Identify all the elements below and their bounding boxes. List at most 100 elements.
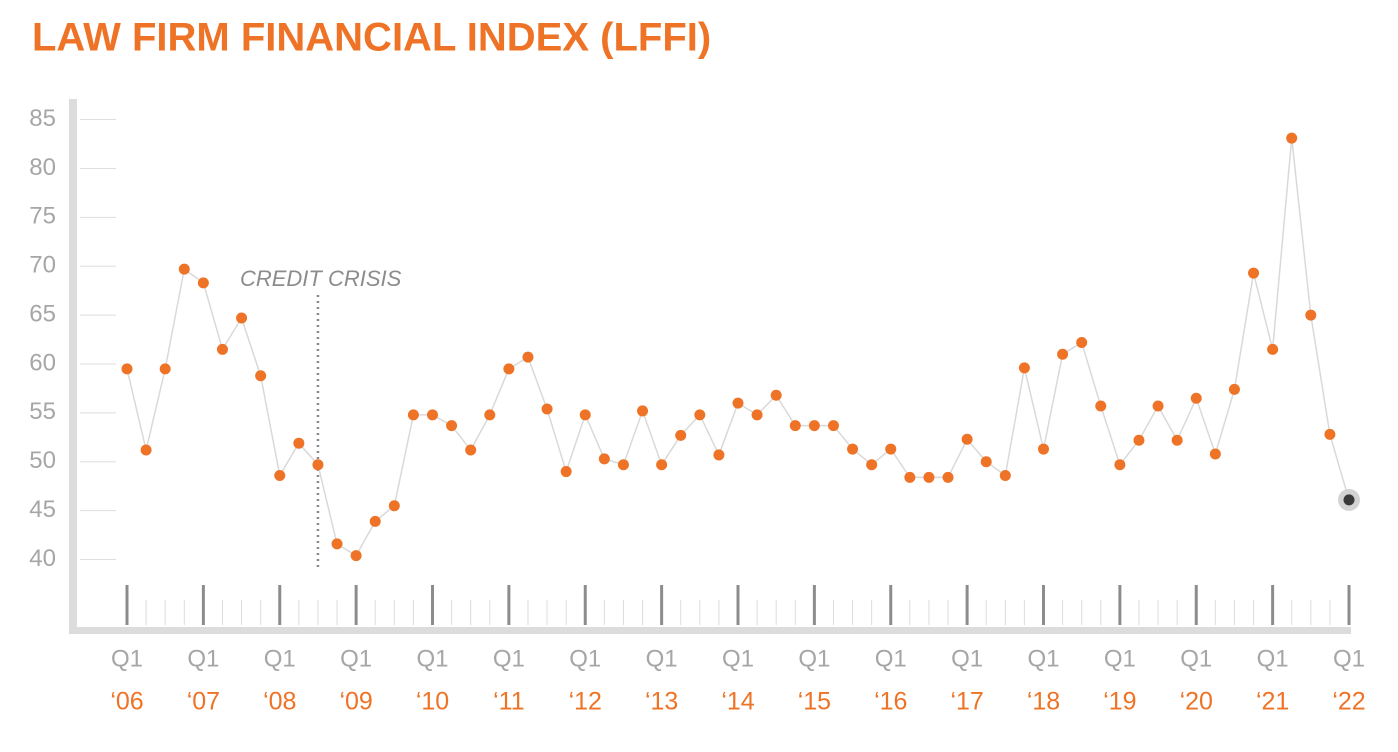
x-tick-label: Q1 bbox=[493, 645, 525, 672]
data-point bbox=[751, 409, 763, 421]
data-point bbox=[197, 277, 209, 289]
data-point bbox=[446, 420, 458, 432]
data-point bbox=[1228, 383, 1240, 395]
x-tick-label: Q1 bbox=[722, 645, 754, 672]
x-tick-year: ‘06 bbox=[110, 688, 143, 716]
x-tick-year: ‘22 bbox=[1332, 688, 1365, 716]
data-point bbox=[465, 444, 477, 456]
data-point bbox=[999, 469, 1011, 481]
data-point bbox=[827, 420, 839, 432]
data-point bbox=[331, 538, 343, 550]
y-tick-label: 45 bbox=[29, 496, 56, 523]
series-line bbox=[126, 138, 1350, 557]
x-tick-label: Q1 bbox=[1257, 645, 1289, 672]
x-tick-year: ‘07 bbox=[187, 688, 220, 716]
y-tick-label: 85 bbox=[29, 105, 56, 132]
x-tick-year: ‘13 bbox=[645, 688, 678, 716]
data-point bbox=[274, 469, 286, 481]
x-tick-year: ‘21 bbox=[1256, 688, 1289, 716]
data-point bbox=[980, 456, 992, 468]
data-point bbox=[770, 389, 782, 401]
x-tick-year: ‘11 bbox=[493, 688, 525, 716]
data-point bbox=[579, 409, 591, 421]
x-tick-label: Q1 bbox=[646, 645, 678, 672]
data-point bbox=[407, 409, 419, 421]
data-point bbox=[503, 363, 515, 375]
x-tick-label: Q1 bbox=[1027, 645, 1059, 672]
data-point bbox=[656, 459, 668, 471]
data-point bbox=[1076, 336, 1088, 348]
x-tick-label: Q1 bbox=[569, 645, 601, 672]
y-axis bbox=[69, 99, 77, 634]
x-tick-label: Q1 bbox=[1333, 645, 1365, 672]
data-point bbox=[541, 403, 553, 415]
x-tick-label: Q1 bbox=[798, 645, 830, 672]
data-point bbox=[159, 363, 171, 375]
annotation-text: CREDIT CRISIS bbox=[240, 266, 402, 291]
data-point bbox=[312, 459, 324, 471]
data-point bbox=[1209, 448, 1221, 460]
data-point bbox=[1133, 434, 1145, 446]
x-tick-year: ‘12 bbox=[569, 688, 602, 716]
data-point bbox=[866, 459, 878, 471]
chart-title: LAW FIRM FINANCIAL INDEX (LFFI) bbox=[32, 16, 711, 60]
data-point bbox=[388, 500, 400, 512]
data-point bbox=[1152, 400, 1164, 412]
y-tick-label: 60 bbox=[29, 349, 56, 376]
data-point bbox=[216, 343, 228, 355]
y-tick-label: 40 bbox=[29, 545, 56, 572]
data-point bbox=[1305, 309, 1317, 321]
data-point bbox=[369, 515, 381, 527]
data-point bbox=[713, 449, 725, 461]
highlight-point bbox=[1343, 494, 1355, 506]
data-point bbox=[1286, 132, 1298, 144]
x-tick-label: Q1 bbox=[264, 645, 296, 672]
x-tick-year: ‘08 bbox=[263, 688, 296, 716]
x-tick-label: Q1 bbox=[187, 645, 219, 672]
data-point bbox=[1324, 428, 1336, 440]
data-point bbox=[637, 405, 649, 417]
data-point bbox=[1057, 348, 1069, 360]
x-tick-year: ‘18 bbox=[1027, 688, 1060, 716]
data-point bbox=[1190, 392, 1202, 404]
data-point bbox=[1095, 400, 1107, 412]
x-tick-year: ‘17 bbox=[950, 688, 983, 716]
x-tick-year: ‘09 bbox=[339, 688, 372, 716]
x-axis bbox=[69, 627, 1351, 634]
x-tick-year: ‘14 bbox=[721, 688, 754, 716]
data-point bbox=[350, 550, 362, 562]
x-tick-year: ‘16 bbox=[874, 688, 907, 716]
x-tick-year: ‘20 bbox=[1180, 688, 1213, 716]
data-point bbox=[942, 471, 954, 483]
data-point bbox=[732, 397, 744, 409]
data-point bbox=[885, 443, 897, 455]
y-tick-label: 70 bbox=[29, 252, 56, 279]
x-tick-year: ‘10 bbox=[416, 688, 449, 716]
data-point bbox=[255, 370, 267, 382]
data-point bbox=[808, 420, 820, 432]
data-point bbox=[484, 409, 496, 421]
y-tick-label: 55 bbox=[29, 398, 56, 425]
data-point bbox=[598, 453, 610, 465]
y-tick-label: 65 bbox=[29, 300, 56, 327]
data-point bbox=[140, 444, 152, 456]
x-tick-label: Q1 bbox=[951, 645, 983, 672]
data-point bbox=[1114, 459, 1126, 471]
x-tick-year: ‘15 bbox=[798, 688, 831, 716]
y-tick-label: 75 bbox=[29, 203, 56, 230]
data-point bbox=[923, 471, 935, 483]
data-point bbox=[847, 443, 859, 455]
data-point bbox=[1267, 343, 1279, 355]
data-point bbox=[522, 351, 534, 363]
y-tick-label: 50 bbox=[29, 447, 56, 474]
x-tick-year: ‘19 bbox=[1103, 688, 1136, 716]
data-point bbox=[1018, 362, 1030, 374]
data-point bbox=[236, 312, 248, 324]
data-point bbox=[675, 429, 687, 441]
data-point bbox=[121, 363, 133, 375]
data-point bbox=[694, 409, 706, 421]
y-tick-label: 80 bbox=[29, 154, 56, 181]
data-point bbox=[789, 420, 801, 432]
x-tick-label: Q1 bbox=[1180, 645, 1212, 672]
